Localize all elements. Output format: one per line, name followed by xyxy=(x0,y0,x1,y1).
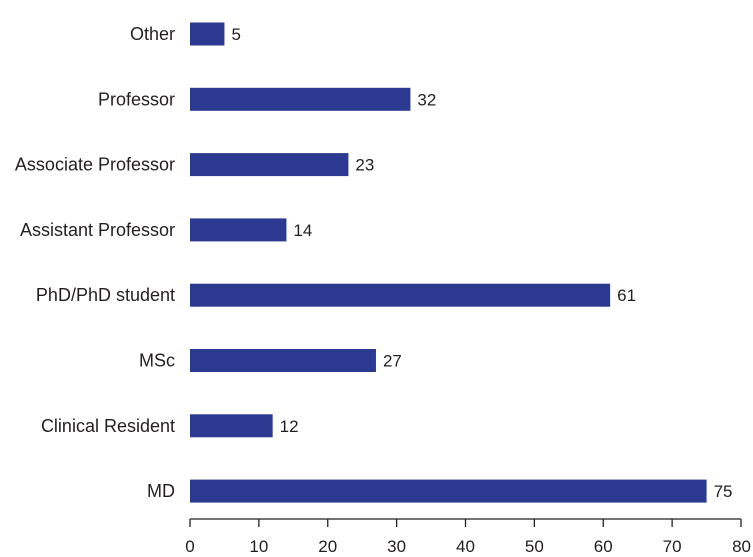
x-axis-ticks-group: 0 10 20 30 40 50 60 70 80 xyxy=(185,519,751,556)
bar-associate-professor xyxy=(190,153,349,177)
data-label-md: 75 xyxy=(714,482,733,501)
x-tick-label-60: 60 xyxy=(594,537,613,556)
data-label-phd-phd-student: 61 xyxy=(617,286,636,305)
data-label-professor: 32 xyxy=(417,90,436,109)
x-tick-label-0: 0 xyxy=(185,537,194,556)
category-label-assistant-professor: Assistant Professor xyxy=(20,220,175,240)
bar-professor xyxy=(190,87,411,111)
bar-other xyxy=(190,22,225,46)
x-tick-label-10: 10 xyxy=(249,537,268,556)
category-label-professor: Professor xyxy=(98,89,175,109)
category-label-phd-phd-student: PhD/PhD student xyxy=(36,285,175,305)
category-labels-group: Other Professor Associate Professor Assista… xyxy=(15,24,175,501)
x-tick-label-20: 20 xyxy=(318,537,337,556)
bar-assistant-professor xyxy=(190,218,287,242)
bar-md xyxy=(190,479,707,503)
data-labels-group: 5 32 23 14 61 27 12 75 xyxy=(231,25,732,501)
data-label-clinical-resident: 12 xyxy=(280,417,299,436)
bar-clinical-resident xyxy=(190,414,273,438)
category-label-msc: MSc xyxy=(139,351,175,371)
x-tick-label-40: 40 xyxy=(456,537,475,556)
data-label-associate-professor: 23 xyxy=(355,156,374,175)
bars-group xyxy=(190,22,707,503)
x-tick-label-80: 80 xyxy=(732,537,751,556)
category-label-md: MD xyxy=(147,481,175,501)
category-label-clinical-resident: Clinical Resident xyxy=(41,416,175,436)
category-label-other: Other xyxy=(130,24,175,44)
category-label-associate-professor: Associate Professor xyxy=(15,155,175,175)
x-tick-label-70: 70 xyxy=(663,537,682,556)
x-tick-label-30: 30 xyxy=(387,537,406,556)
data-label-other: 5 xyxy=(231,25,240,44)
bar-phd-phd-student xyxy=(190,283,611,307)
x-tick-label-50: 50 xyxy=(525,537,544,556)
data-label-assistant-professor: 14 xyxy=(293,221,312,240)
bar-msc xyxy=(190,349,376,372)
data-label-msc: 27 xyxy=(383,352,402,371)
